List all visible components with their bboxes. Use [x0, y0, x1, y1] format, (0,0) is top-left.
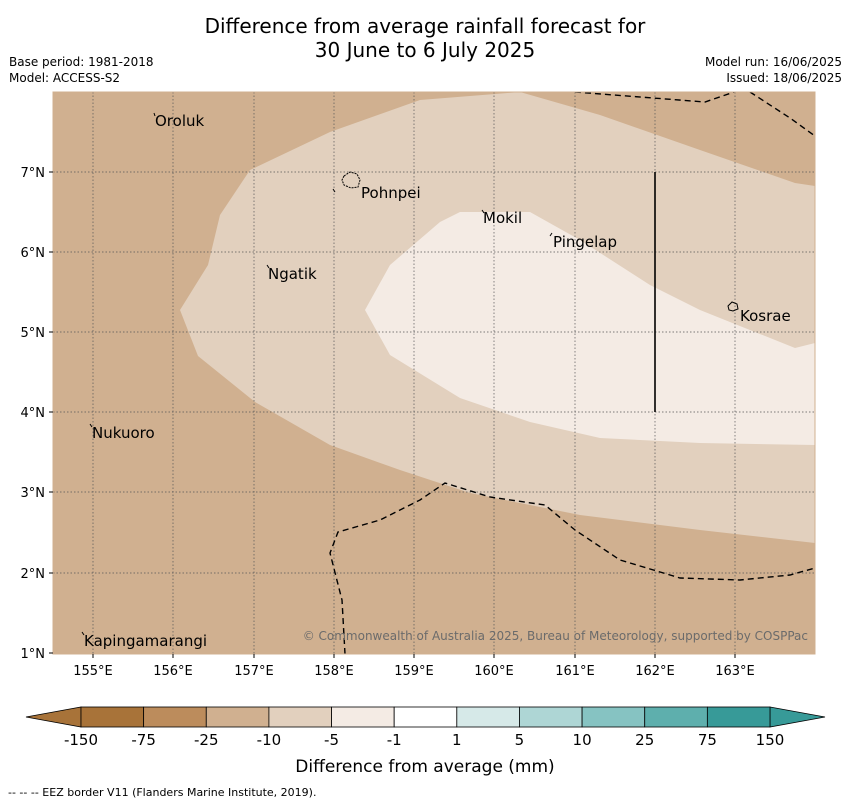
colorbar-tick-label: 10 [573, 731, 592, 749]
place-pingelap: Pingelap [553, 233, 617, 251]
lat-tick-label: 1°N [21, 647, 46, 662]
islands [81, 112, 739, 636]
lat-tick-label: 7°N [21, 166, 46, 181]
lon-tick-marks [92, 654, 736, 658]
colorbar-cell [456, 706, 520, 728]
band-minus-5-to-minus-1 [365, 212, 815, 445]
eez-footnote: -- -- -- EEZ border V11 (Flanders Marine… [8, 786, 317, 799]
place-oroluk: Oroluk [155, 112, 204, 130]
colorbar-cell [581, 706, 646, 728]
lat-tick-labels: 7°N 6°N 5°N 4°N 3°N 2°N 1°N [21, 166, 46, 662]
lon-tick-label: 161°E [555, 664, 595, 679]
place-kapingamarangi: Kapingamarangi [84, 632, 207, 650]
kosrae-island [727, 301, 739, 312]
place-ngatik: Ngatik [268, 265, 317, 283]
colorbar-tick-label: -75 [131, 731, 156, 749]
copyright-notice: © Commonwealth of Australia 2025, Bureau… [303, 629, 808, 643]
colorbar-tick-label: -1 [387, 731, 402, 749]
eez-border [329, 92, 815, 654]
colorbar-tick-label: -25 [194, 731, 219, 749]
colorbar-cell [80, 706, 145, 728]
place-pohnpei: Pohnpei [361, 184, 421, 202]
colorbar-label: Difference from average (mm) [295, 757, 554, 777]
colorbar-cell [706, 706, 771, 728]
place-kosrae: Kosrae [740, 307, 791, 325]
title-line-2: 30 June to 6 July 2025 [314, 38, 536, 62]
colorbar-cell [393, 706, 458, 728]
lon-tick-label: 159°E [394, 664, 434, 679]
lon-tick-label: 155°E [73, 664, 113, 679]
rainfall-map: Oroluk Pohnpei Mokil Pingelap Ngatik Kos… [53, 92, 815, 654]
colorbar-tick-label: -5 [324, 731, 339, 749]
lon-tick-label: 157°E [234, 664, 274, 679]
title-line-1: Difference from average rainfall forecas… [204, 14, 646, 38]
colorbar: -150 -75 -25 -10 -5 -1 1 5 10 25 75 150 Difference … [25, 706, 826, 777]
lat-tick-label: 3°N [21, 486, 46, 501]
map-frame [52, 91, 816, 655]
model-run: Model run: 16/06/2025 [704, 55, 842, 69]
lon-tick-labels: 155°E 156°E 157°E 158°E 159°E 160°E 161°… [73, 664, 755, 679]
colorbar-tick-label: -150 [64, 731, 98, 749]
colorbar-tick-label: 5 [515, 731, 525, 749]
colorbar-cell [644, 706, 708, 728]
base-period: Base period: 1981-2018 [9, 55, 154, 69]
lat-tick-label: 5°N [21, 326, 46, 341]
colorbar-tick-label: -10 [257, 731, 282, 749]
colorbar-tick-label: 75 [698, 731, 717, 749]
colorbar-tick-label: 1 [452, 731, 462, 749]
lat-tick-label: 6°N [21, 246, 46, 261]
lon-tick-label: 156°E [153, 664, 193, 679]
lon-tick-label: 160°E [474, 664, 514, 679]
issued-date: Issued: 18/06/2025 [726, 71, 842, 85]
lon-tick-label: 163°E [715, 664, 755, 679]
model-name: Model: ACCESS-S2 [9, 71, 121, 85]
colorbar-tick-label: 150 [756, 731, 785, 749]
lat-tick-label: 4°N [21, 406, 46, 421]
colorbar-cell [331, 706, 395, 728]
colorbar-extend-low [25, 706, 82, 728]
colorbar-cell [205, 706, 270, 728]
place-mokil: Mokil [483, 209, 522, 227]
lat-tick-label: 2°N [21, 567, 46, 582]
lon-tick-label: 158°E [314, 664, 354, 679]
lat-tick-marks [49, 171, 53, 654]
lon-tick-label: 162°E [635, 664, 675, 679]
pohnpei-island [341, 171, 361, 189]
place-nukuoro: Nukuoro [92, 424, 155, 442]
colorbar-tick-label: 25 [635, 731, 654, 749]
colorbar-cell [143, 706, 207, 728]
colorbar-cell [519, 706, 583, 728]
colorbar-cell [268, 706, 332, 728]
colorbar-extend-high [769, 706, 826, 728]
